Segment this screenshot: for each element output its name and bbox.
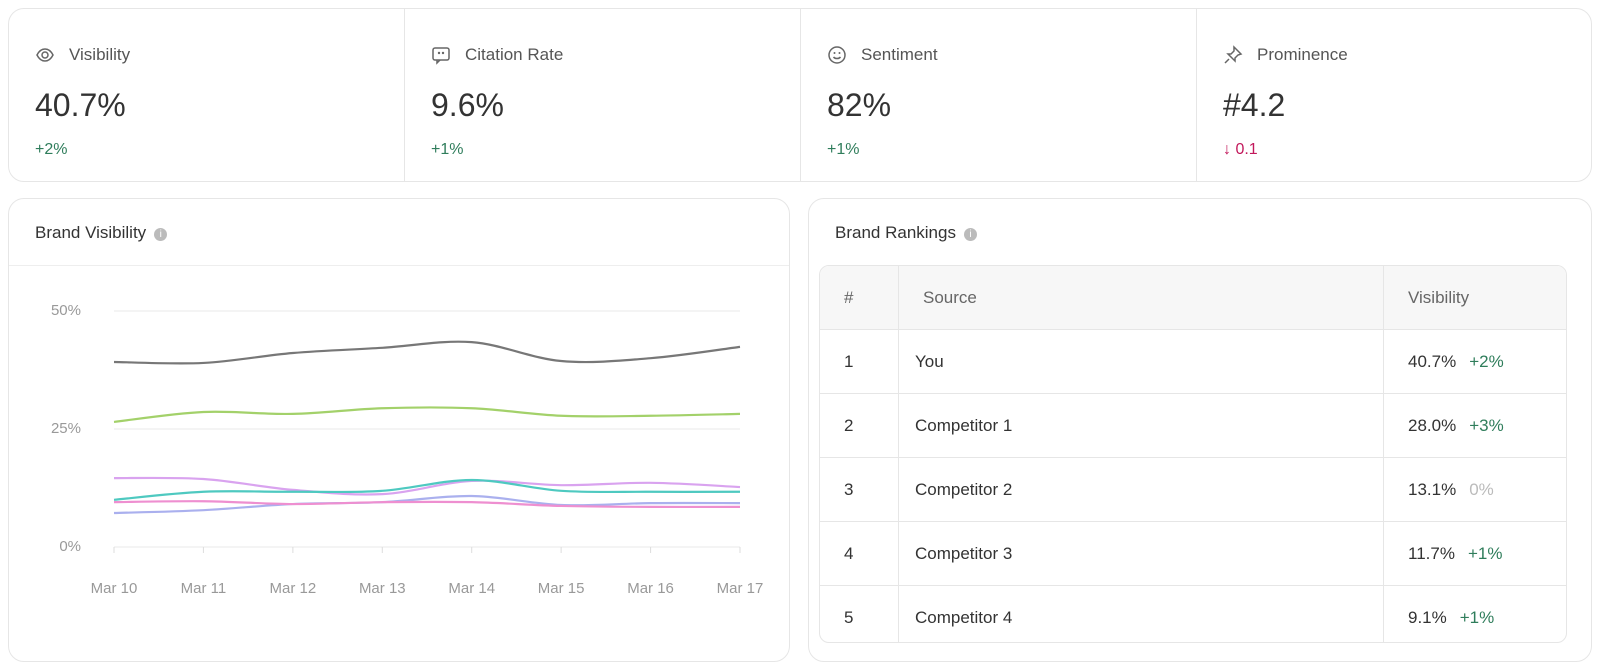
rankings-card: Brand Rankings i # Source Visibility 1 You… [808, 198, 1592, 662]
column-header: Source [898, 266, 1384, 330]
line [113, 494, 741, 515]
kpi-label: Citation Rate [465, 45, 564, 64]
kpi-value: 40.7% [35, 87, 126, 123]
visibility: 9.1% [1408, 607, 1447, 627]
kpi-label: Sentiment [861, 45, 938, 64]
x-tick-label: Mar 15 [538, 580, 585, 597]
rank: 2 [820, 393, 899, 458]
visibility-cell: 9.1% +1% [1383, 585, 1566, 642]
line [113, 406, 741, 424]
rank: 1 [820, 329, 899, 394]
y-tick-label: 25% [51, 420, 81, 437]
change: 0% [1469, 479, 1494, 499]
header-row: # Source Visibility [820, 266, 1566, 330]
rankings-title-row: Brand Rankings i [835, 223, 977, 243]
kpi: Citation Rate 9.6% +1% [405, 9, 801, 181]
change: +3% [1469, 415, 1504, 435]
chart-title-row: Brand Visibility i [35, 223, 168, 243]
info-icon[interactable]: i [154, 228, 168, 241]
kpi-value: #4.2 [1223, 87, 1286, 123]
visibility: 28.0% [1408, 415, 1457, 435]
eye-icon [36, 48, 54, 62]
kpi-card: Visibility 40.7% +2% Citation Rate 9.6% … [8, 8, 1592, 182]
pin-icon [1224, 45, 1243, 64]
line [113, 340, 741, 365]
kpi: Sentiment 82% +1% [801, 9, 1197, 181]
source: You [898, 329, 1384, 394]
kpi-delta: +1% [827, 141, 860, 158]
source: Competitor 3 [898, 521, 1384, 586]
table-row: 2 Competitor 1 28.0% +3% [820, 393, 1566, 458]
kpi-delta: ↓ 0.1 [1223, 141, 1258, 158]
y-tick-label: 0% [59, 538, 81, 555]
kpi-delta: +1% [431, 141, 464, 158]
rank: 5 [844, 607, 854, 627]
info-icon[interactable]: i [963, 228, 977, 241]
x-tick-label: Mar 16 [627, 580, 674, 597]
chart-card: Brand Visibility i 0% 25% 50% Mar 10 Mar 11 Ma… [8, 198, 790, 662]
kpi-label: Visibility [69, 45, 131, 64]
rank: 3 [820, 457, 899, 522]
line [113, 500, 741, 509]
divider [9, 265, 789, 266]
table-row: 3 Competitor 2 13.1% 0% [820, 457, 1566, 522]
visibility-cell: 28.0% +3% [1383, 393, 1566, 458]
line [113, 478, 741, 501]
rank: 4 [820, 521, 899, 586]
visibility: 13.1% [1408, 479, 1457, 499]
kpi: Visibility 40.7% +2% [9, 9, 405, 181]
visibility-cell: 13.1% 0% [1383, 457, 1566, 522]
source: Competitor 1 [898, 393, 1384, 458]
kpi-value: 9.6% [431, 87, 504, 123]
x-tick-label: Mar 13 [359, 580, 406, 597]
kpi-delta: +2% [35, 141, 68, 158]
smile-icon [828, 46, 846, 64]
visibility: 11.7% [1408, 543, 1455, 563]
kpi-label: Prominence [1257, 45, 1348, 64]
table-row: 5 Competitor 4 9.1% +1% [820, 585, 1566, 642]
x-tick-label: Mar 12 [270, 580, 317, 597]
line [113, 476, 741, 496]
x-tick-label: Mar 11 [181, 580, 227, 597]
chart-title: Brand Visibility [35, 223, 147, 242]
change: +1% [1467, 543, 1503, 563]
quote-icon [432, 47, 450, 65]
x-tick-label: Mar 17 [717, 580, 764, 597]
visibility: 40.7% [1408, 351, 1457, 371]
x-tick-label: Mar 14 [448, 580, 495, 597]
table-row: 4 Competitor 3 11.7% +1% [820, 521, 1566, 586]
rankings-table: # Source Visibility 1 You 40.7% +2% 2 Competi… [820, 266, 1566, 642]
chart: 0% 25% 50% Mar 10 Mar 11 Mar 12 Mar 13 Mar 14 Ma… [51, 302, 764, 597]
table-wrap: # Source Visibility 1 You 40.7% +2% 2 Competi… [819, 265, 1567, 643]
visibility-cell: 40.7% +2% [1383, 329, 1566, 394]
source: Competitor 2 [898, 457, 1384, 522]
source: Competitor 4 [898, 585, 1384, 642]
kpi-value: 82% [827, 87, 892, 123]
column-header: Visibility [1383, 266, 1566, 330]
kpi: Prominence #4.2 ↓ 0.1 [1197, 9, 1593, 181]
y-tick-label: 50% [51, 302, 81, 319]
table-row: 1 You 40.7% +2% [820, 329, 1566, 394]
change: +1% [1459, 607, 1495, 627]
rankings-title: Brand Rankings [835, 223, 956, 242]
x-tick-label: Mar 10 [91, 580, 138, 597]
change: +2% [1469, 351, 1504, 371]
visibility-cell: 11.7% +1% [1383, 521, 1566, 586]
column-header: # [820, 266, 899, 330]
